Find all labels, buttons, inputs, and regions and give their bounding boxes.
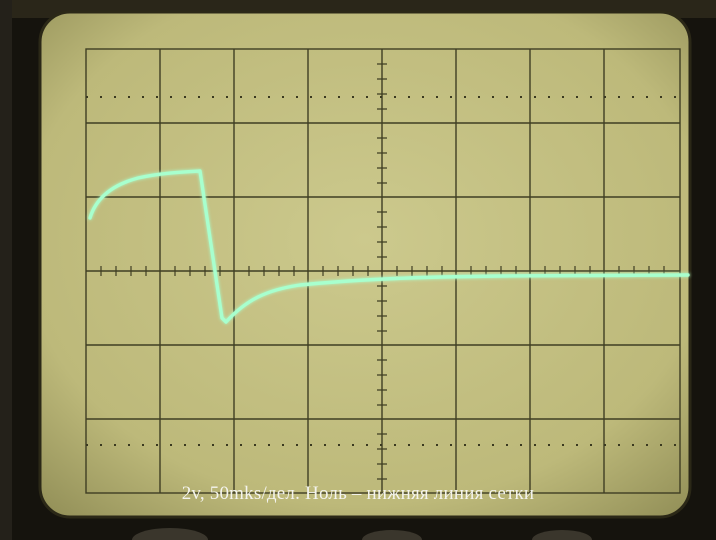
waveform-trace: [88, 169, 690, 324]
crt-screen: [40, 12, 690, 517]
knob-right: [532, 530, 592, 540]
center-ticks: [100, 63, 665, 480]
bezel-left: [0, 0, 12, 540]
knob-center: [362, 530, 422, 540]
caption-text: 2v, 50mks/дел. Ноль – нижняя линия сетки: [181, 483, 535, 504]
dotted-lines: [86, 96, 680, 446]
knob-left: [132, 528, 208, 540]
graticule: [85, 48, 681, 494]
